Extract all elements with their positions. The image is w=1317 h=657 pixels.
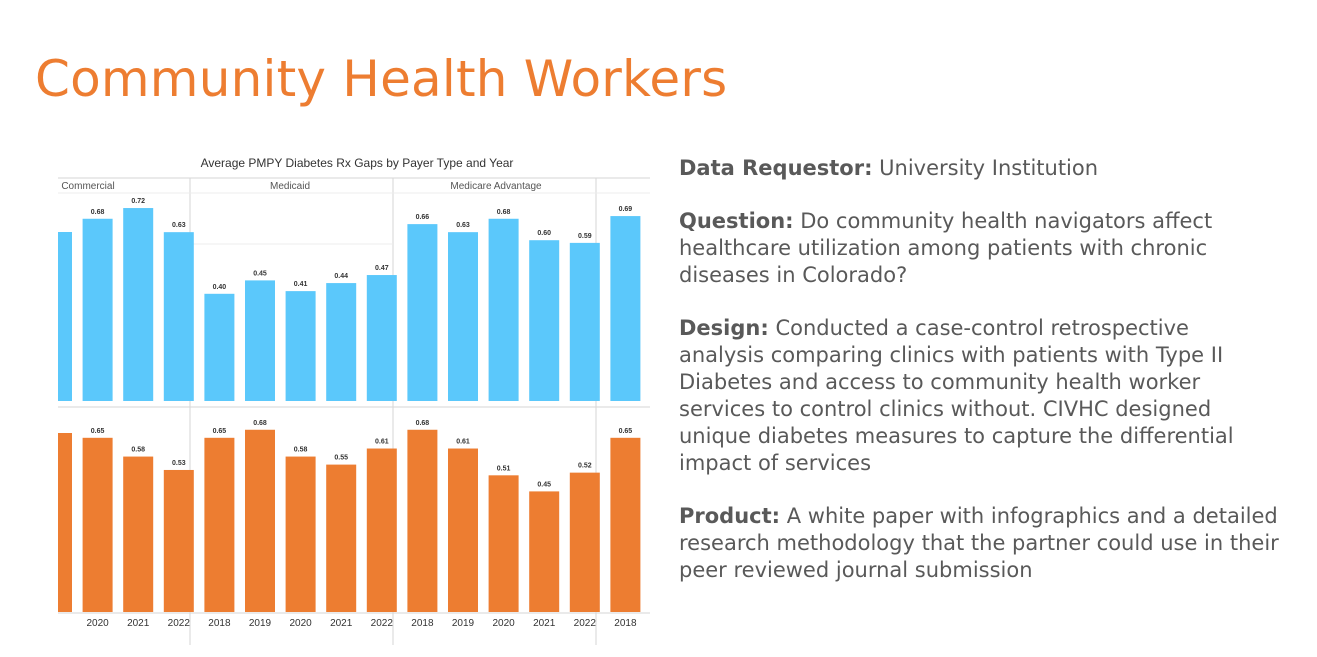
value-label: 0.45 xyxy=(253,270,267,277)
value-labels: 0.68 0.72 0.63 0.40 0.45 0.41 0.44 0.47 0.66 0.63… xyxy=(91,198,633,488)
tick-label: 2021 xyxy=(533,618,556,629)
value-label: 0.61 xyxy=(456,439,470,446)
tick-label: 2020 xyxy=(86,618,109,629)
bar xyxy=(407,429,438,612)
panel-label: Medicaid xyxy=(270,181,310,192)
info-design-text: Conducted a case-control retrospective a… xyxy=(679,316,1234,475)
bar xyxy=(448,232,478,401)
value-label: 0.47 xyxy=(375,265,389,272)
value-label: 0.63 xyxy=(172,222,186,229)
tick-label: 2021 xyxy=(127,618,150,629)
info-design: Design: Conducted a case-control retrosp… xyxy=(679,315,1279,477)
bar xyxy=(610,437,641,612)
tick-label: 2022 xyxy=(574,618,597,629)
x-tick-labels: 2020 2021 2022 2018 2019 2020 2021 2022 2018 2019… xyxy=(86,618,637,629)
bar xyxy=(569,242,600,401)
value-label: 0.68 xyxy=(253,420,267,427)
value-label: 0.65 xyxy=(213,428,227,435)
value-label: 0.40 xyxy=(213,284,227,291)
value-label: 0.68 xyxy=(416,420,430,427)
value-label: 0.63 xyxy=(456,222,470,229)
tick-label: 2022 xyxy=(168,618,191,629)
tick-label: 2018 xyxy=(208,618,231,629)
value-label: 0.69 xyxy=(619,206,633,213)
panel-label: Medicare Advantage xyxy=(450,181,542,192)
bar xyxy=(610,216,641,401)
diabetes-rx-gaps-chart: Average PMPY Diabetes Rx Gaps by Payer T… xyxy=(40,150,660,650)
panel-labels: Commercial Medicaid Medicare Advantage xyxy=(61,181,542,192)
value-label: 0.53 xyxy=(172,460,186,467)
info-requestor-text: University Institution xyxy=(872,156,1099,180)
tick-label: 2018 xyxy=(411,618,434,629)
tick-label: 2018 xyxy=(614,618,637,629)
chart-svg: Average PMPY Diabetes Rx Gaps by Payer T… xyxy=(58,156,650,645)
bar xyxy=(326,283,357,401)
bar xyxy=(285,291,316,401)
info-question-label: Question: xyxy=(679,209,794,233)
bar xyxy=(123,456,154,612)
tick-label: 2022 xyxy=(371,618,394,629)
bar xyxy=(163,469,194,612)
bar xyxy=(58,232,72,401)
panel-label: Commercial xyxy=(61,181,114,192)
bar xyxy=(366,275,397,401)
value-label: 0.68 xyxy=(497,209,511,216)
value-label: 0.44 xyxy=(334,273,348,280)
info-design-label: Design: xyxy=(679,316,769,340)
value-label: 0.61 xyxy=(375,439,389,446)
tick-label: 2019 xyxy=(249,618,272,629)
slide-title: Community Health Workers xyxy=(35,50,728,108)
info-question-text: Do community health navigators affect he… xyxy=(679,209,1213,287)
chart-title: Average PMPY Diabetes Rx Gaps by Payer T… xyxy=(201,156,514,170)
bar xyxy=(245,280,275,401)
value-label: 0.58 xyxy=(294,447,308,454)
tick-label: 2021 xyxy=(330,618,353,629)
value-label: 0.55 xyxy=(334,455,348,462)
bar xyxy=(488,475,519,612)
info-product: Product: A white paper with infographics… xyxy=(679,503,1279,584)
info-product-text: A white paper with infographics and a de… xyxy=(679,504,1279,582)
bar xyxy=(204,437,235,612)
bar xyxy=(123,208,154,401)
value-label: 0.51 xyxy=(497,465,511,472)
tick-label: 2020 xyxy=(289,618,312,629)
value-label: 0.65 xyxy=(91,428,105,435)
info-product-label: Product: xyxy=(679,504,781,528)
info-question: Question: Do community health navigators… xyxy=(679,208,1279,289)
bar xyxy=(204,293,235,401)
value-label: 0.68 xyxy=(91,209,105,216)
value-label: 0.60 xyxy=(537,230,551,237)
bar xyxy=(448,448,478,612)
chart-bars xyxy=(58,208,641,612)
bar xyxy=(407,224,438,401)
bar xyxy=(245,429,275,612)
tick-label: 2019 xyxy=(452,618,475,629)
value-label: 0.66 xyxy=(416,214,430,221)
bar xyxy=(529,491,560,612)
bar xyxy=(488,218,519,401)
value-label: 0.58 xyxy=(131,447,145,454)
info-requestor: Data Requestor: University Institution xyxy=(679,155,1279,182)
bar xyxy=(163,232,194,401)
bar xyxy=(285,456,316,612)
value-label: 0.52 xyxy=(578,463,592,470)
bar xyxy=(58,433,72,612)
bar xyxy=(529,240,560,401)
bar xyxy=(569,472,600,612)
value-label: 0.59 xyxy=(578,233,592,240)
info-requestor-label: Data Requestor: xyxy=(679,156,873,180)
value-label: 0.41 xyxy=(294,281,308,288)
info-panel: Data Requestor: University Institution Q… xyxy=(679,155,1279,610)
bar xyxy=(366,448,397,612)
bar xyxy=(82,218,113,401)
bar xyxy=(82,437,113,612)
value-label: 0.72 xyxy=(131,198,145,205)
value-label: 0.65 xyxy=(619,428,633,435)
value-label: 0.45 xyxy=(537,481,551,488)
bar xyxy=(326,464,357,612)
tick-label: 2020 xyxy=(492,618,515,629)
